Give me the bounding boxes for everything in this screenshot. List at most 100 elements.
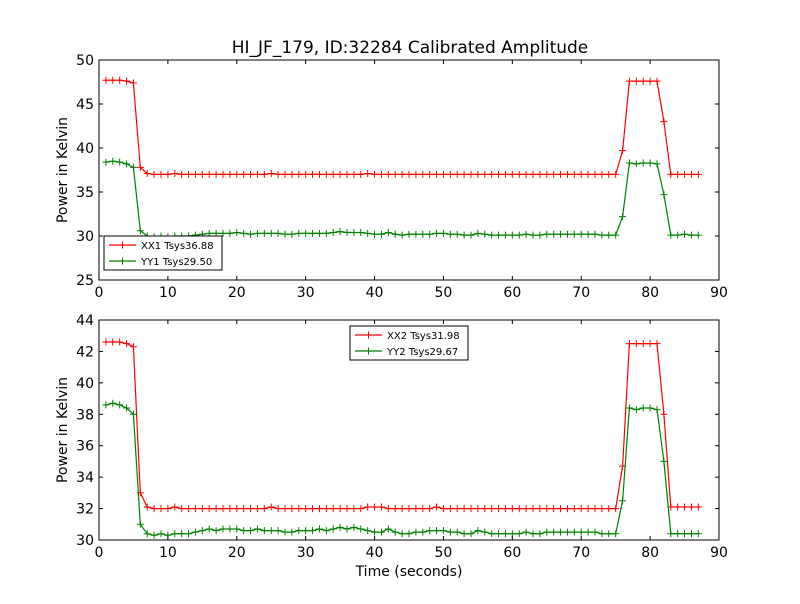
data-point xyxy=(439,170,447,178)
data-point xyxy=(143,170,151,178)
data-point xyxy=(302,229,310,237)
data-point xyxy=(577,170,585,178)
data-point xyxy=(226,229,234,237)
data-point xyxy=(619,497,627,505)
data-point xyxy=(453,505,461,513)
data-point xyxy=(281,528,289,536)
data-point xyxy=(646,159,654,167)
data-point xyxy=(433,503,441,511)
data-point xyxy=(391,230,399,238)
x-tick-label: 50 xyxy=(435,285,453,301)
data-point xyxy=(405,230,413,238)
y-tick-label: 44 xyxy=(76,313,94,329)
x-tick-label: 70 xyxy=(572,545,590,561)
data-point xyxy=(598,231,606,239)
data-point xyxy=(191,170,199,178)
data-point xyxy=(267,527,275,535)
data-point xyxy=(426,505,434,513)
data-point xyxy=(591,170,599,178)
data-point xyxy=(570,505,578,513)
data-point xyxy=(570,528,578,536)
data-point xyxy=(536,170,544,178)
data-point xyxy=(371,170,379,178)
data-point xyxy=(433,170,441,178)
data-point xyxy=(563,230,571,238)
data-point xyxy=(412,170,420,178)
x-tick-label: 30 xyxy=(297,545,315,561)
data-point xyxy=(357,505,365,513)
data-point xyxy=(384,505,392,513)
data-point xyxy=(674,503,682,511)
data-point xyxy=(281,230,289,238)
data-point xyxy=(439,527,447,535)
data-point xyxy=(398,530,406,538)
data-point xyxy=(302,505,310,513)
data-point xyxy=(667,231,675,239)
data-point xyxy=(185,170,193,178)
data-point xyxy=(495,505,503,513)
data-point xyxy=(557,505,565,513)
data-point xyxy=(233,525,241,533)
axes-frame xyxy=(98,319,720,541)
data-point xyxy=(295,527,303,535)
data-point xyxy=(198,527,206,535)
x-tick-label: 0 xyxy=(95,285,104,301)
x-axis-label: Time (seconds) xyxy=(355,564,463,580)
data-point xyxy=(625,77,633,85)
data-point xyxy=(267,503,275,511)
data-point xyxy=(129,79,137,87)
data-point xyxy=(116,338,124,346)
data-point xyxy=(529,505,537,513)
data-point xyxy=(625,404,633,412)
data-point xyxy=(178,505,186,513)
y-tick-label: 42 xyxy=(76,344,94,360)
legend-marker xyxy=(119,241,126,249)
data-point xyxy=(309,170,317,178)
data-point xyxy=(660,410,668,418)
y-tick-label: 35 xyxy=(76,185,94,201)
data-point xyxy=(343,228,351,236)
data-point xyxy=(322,505,330,513)
data-point xyxy=(426,527,434,535)
data-point xyxy=(501,505,509,513)
data-point xyxy=(605,530,613,538)
data-point xyxy=(302,170,310,178)
data-point xyxy=(281,505,289,513)
data-point xyxy=(653,77,661,85)
data-point xyxy=(350,228,358,236)
data-point xyxy=(674,530,682,538)
legend-label: XX1 Tsys36.88 xyxy=(141,241,214,252)
data-point xyxy=(274,505,282,513)
data-point xyxy=(515,170,523,178)
data-point xyxy=(584,170,592,178)
data-point xyxy=(488,505,496,513)
x-tick-label: 40 xyxy=(366,285,384,301)
legend-label: XX2 Tsys31.98 xyxy=(387,331,460,342)
data-point xyxy=(260,170,268,178)
data-point xyxy=(371,503,379,511)
data-point xyxy=(226,170,234,178)
data-point xyxy=(157,505,165,513)
data-point xyxy=(543,230,551,238)
data-point xyxy=(591,230,599,238)
legend: XX1 Tsys36.88 YY1 Tsys29.50 xyxy=(103,235,223,271)
x-tick-label: 90 xyxy=(710,285,728,301)
data-point xyxy=(364,527,372,535)
data-point xyxy=(550,230,558,238)
data-point xyxy=(681,530,689,538)
data-point xyxy=(226,505,234,513)
data-point xyxy=(322,527,330,535)
data-point xyxy=(674,231,682,239)
data-point xyxy=(446,528,454,536)
data-point xyxy=(598,530,606,538)
data-point xyxy=(102,76,110,84)
data-point xyxy=(584,505,592,513)
data-point xyxy=(488,530,496,538)
data-point xyxy=(150,531,158,539)
data-point xyxy=(329,170,337,178)
data-point xyxy=(639,404,647,412)
data-point xyxy=(550,528,558,536)
data-point xyxy=(543,170,551,178)
data-point xyxy=(219,525,227,533)
y-tick-label: 32 xyxy=(76,502,94,518)
